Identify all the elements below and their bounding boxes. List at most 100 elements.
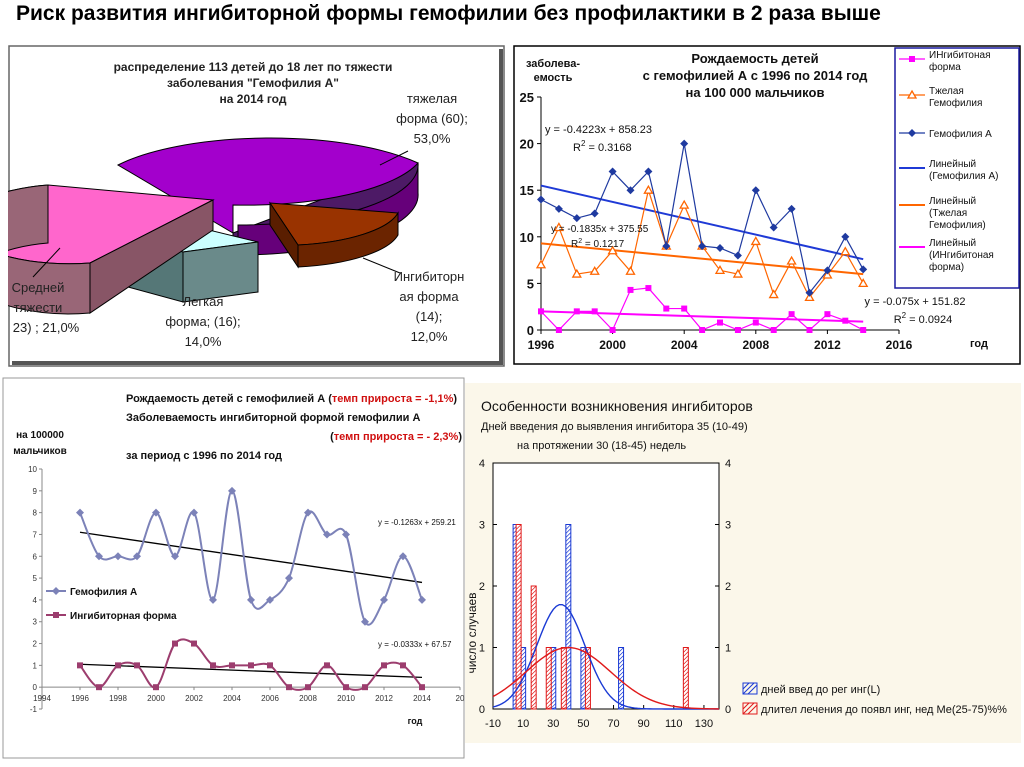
- data-point: [171, 552, 179, 561]
- bar-hatch: [515, 648, 522, 654]
- x-tick-label: 2014: [413, 694, 431, 703]
- y-tick-label: 7: [33, 530, 38, 539]
- bar-hatch: [565, 564, 572, 570]
- bar-hatch: [683, 647, 689, 653]
- bar-hatch: [585, 675, 591, 681]
- bar-hatch: [515, 624, 522, 630]
- bar-hatch: [565, 560, 572, 566]
- data-point: [698, 242, 707, 251]
- legend: дней введ до рег инг(L) длител лечения д…: [742, 682, 1007, 716]
- data-point: [191, 640, 197, 647]
- bar-hatch: [683, 679, 689, 685]
- data-point: [591, 308, 598, 315]
- bar-hatch: [561, 691, 567, 697]
- data-point: [115, 662, 121, 669]
- bar-hatch: [515, 588, 522, 594]
- pie-title-line-2: заболевания "Гемофилия А": [167, 76, 339, 90]
- data-point: [248, 662, 254, 669]
- data-point: [537, 195, 545, 204]
- chart-title-line-2: с гемофилией А с 1996 по 2014 год: [643, 68, 868, 83]
- x-tick-label: 110: [665, 718, 683, 730]
- bar-hatch: [618, 663, 624, 669]
- data-point: [589, 265, 600, 275]
- title-line-2: Заболеваемость ингибиторной формой гемоф…: [126, 412, 420, 424]
- legend-label-0: форма: [929, 61, 961, 73]
- y-tick-label: 3: [479, 520, 485, 532]
- bar-hatch: [530, 665, 537, 672]
- bar-hatch: [515, 596, 522, 602]
- bar-hatch: [561, 679, 567, 685]
- bar-hatch: [515, 696, 522, 702]
- data-point: [842, 317, 849, 324]
- legend-label-2: Гемофилия А: [929, 128, 992, 140]
- y-tick-label: 6: [33, 552, 38, 561]
- bar-hatch: [565, 616, 572, 622]
- bar-hatch: [585, 679, 591, 685]
- svg-text:Ингибиторн: Ингибиторн: [394, 269, 465, 284]
- bar-hatch: [515, 536, 522, 542]
- bar-hatch: [515, 580, 522, 586]
- y-tick-label-right: 0: [725, 704, 731, 716]
- bar-hatch: [515, 680, 522, 686]
- equation-inhibitor: y = -0.075x + 151.82 R2 = 0.0924: [865, 296, 966, 326]
- bar-hatch: [683, 671, 689, 677]
- bar-hatch: [530, 641, 537, 648]
- bar-hatch: [618, 691, 624, 697]
- data-point: [662, 242, 671, 251]
- bar-hatch: [565, 640, 572, 646]
- pie-label-inhibitor: Ингибиторн ая форма (14); 12,0%: [394, 269, 465, 344]
- data-point: [716, 243, 724, 252]
- data-point: [381, 662, 387, 669]
- data-point: [361, 617, 369, 626]
- bar-hatch: [515, 652, 522, 658]
- bar-hatch: [585, 667, 591, 673]
- x-tick-label: 2002: [185, 694, 203, 703]
- data-point: [860, 327, 867, 333]
- x-tick-label: 1996: [71, 694, 89, 703]
- x-tick-label: 2016: [886, 338, 913, 352]
- pie-title-line-3: на 2014 год: [220, 92, 287, 106]
- bar-hatch: [530, 681, 537, 688]
- data-point: [324, 662, 330, 669]
- data-point: [210, 662, 216, 669]
- bar-hatch: [561, 707, 567, 710]
- bar-hatch: [515, 544, 522, 550]
- data-point: [152, 508, 160, 517]
- bar-hatch: [515, 616, 522, 622]
- svg-text:y = -0.4223x + 858.23: y = -0.4223x + 858.23: [545, 124, 652, 136]
- bar-hatch: [515, 692, 522, 698]
- bar-hatch: [515, 576, 522, 582]
- bar-hatch: [530, 689, 537, 696]
- bar-hatch: [515, 644, 522, 650]
- x-tick-label: 1998: [109, 694, 127, 703]
- histogram-subtitle-1: Дней введения до выявления ингибитора 35…: [481, 421, 748, 433]
- data-point: [266, 595, 274, 604]
- bar-hatch: [618, 679, 624, 685]
- equation-inhibitor: y = -0.0333x + 67.57: [378, 640, 452, 649]
- data-point: [681, 305, 688, 312]
- bar-hatch: [585, 671, 591, 677]
- bar-hatch: [565, 600, 572, 606]
- bar-hatch: [683, 683, 689, 689]
- x-tick-label: 90: [638, 718, 650, 730]
- data-point: [644, 167, 653, 176]
- data-point: [228, 486, 236, 495]
- data-point: [304, 508, 312, 517]
- data-point: [553, 222, 565, 232]
- bar-hatch: [530, 625, 537, 632]
- bar-hatch: [545, 667, 552, 673]
- data-point: [209, 595, 217, 604]
- y-axis-label-line-2: мальчиков: [13, 446, 67, 457]
- bar-hatch: [585, 647, 591, 653]
- data-point: [717, 319, 723, 326]
- bar-hatch: [585, 699, 591, 705]
- data-point: [153, 684, 159, 691]
- bar-hatch: [546, 707, 552, 710]
- title-line-4: за период с 1996 по 2014 год: [126, 450, 282, 462]
- bar-hatch: [585, 695, 591, 701]
- bar-hatch: [515, 700, 522, 706]
- bar-hatch: [565, 628, 572, 634]
- legend-label-4: Гемофилия): [929, 219, 986, 231]
- data-point: [554, 204, 563, 213]
- data-point: [663, 305, 670, 312]
